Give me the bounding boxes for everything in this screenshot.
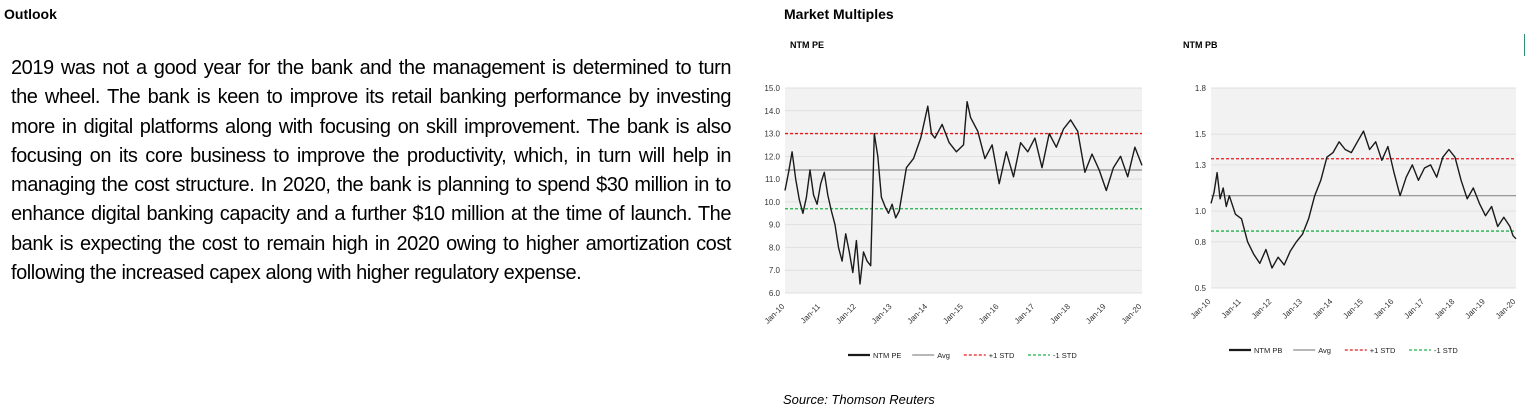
pb-legend-series-label: NTM PB [1254,346,1282,355]
chart-title-ntm-pb: NTM PB [1183,40,1218,50]
pe-x-tick-label: Jan-19 [1084,302,1108,326]
pe-x-tick-label: Jan-16 [977,302,1001,326]
pb-x-tick-label: Jan-16 [1372,297,1396,321]
source-note: Source: Thomson Reuters [783,392,935,407]
pe-y-tick-label: 6.0 [769,289,781,298]
pe-y-tick-label: 8.0 [769,243,781,252]
pe-x-tick-label: Jan-11 [799,302,823,326]
pb-x-tick-label: Jan-19 [1463,297,1487,321]
market-multiples-heading: Market Multiples [784,6,894,22]
outlook-paragraph: 2019 was not a good year for the bank an… [11,57,731,285]
pb-plot-area [1211,88,1516,288]
pe-x-tick-label: Jan-20 [1120,302,1144,326]
pe-legend-plus-std-label: +1 STD [989,351,1015,360]
pb-x-tick-label: Jan-17 [1402,297,1426,321]
pe-y-tick-label: 12.0 [764,152,780,161]
pb-y-tick-label: 1.8 [1195,84,1207,93]
pe-plot-area [785,88,1142,293]
divider-line [1524,34,1525,56]
pe-y-tick-label: 9.0 [769,221,781,230]
pb-x-tick-label: Jan-18 [1433,297,1457,321]
pe-y-tick-label: 15.0 [764,84,780,93]
pe-y-tick-label: 13.0 [764,130,780,139]
pe-y-tick-label: 10.0 [764,198,780,207]
pe-x-tick-label: Jan-18 [1048,302,1072,326]
pb-legend-plus-std-label: +1 STD [1370,346,1396,355]
pb-x-tick-label: Jan-15 [1341,297,1365,321]
pe-legend-series-label: NTM PE [873,351,901,360]
pb-x-tick-label: Jan-13 [1280,297,1304,321]
pe-x-tick-label: Jan-10 [763,302,787,326]
pe-legend-minus-std-label: -1 STD [1053,351,1077,360]
pb-y-tick-label: 1.3 [1195,161,1207,170]
pb-x-tick-label: Jan-11 [1220,297,1244,321]
pb-x-tick-label: Jan-20 [1494,297,1518,321]
pb-series-line [1210,130,1517,269]
pb-x-tick-label: Jan-12 [1250,297,1274,321]
pe-x-tick-label: Jan-15 [941,302,965,326]
pe-y-tick-label: 11.0 [765,175,781,184]
pe-legend-avg-label: Avg [937,351,950,360]
chart-ntm-pe: 6.0 7.0 8.0 9.0 10.0 11.0 12.0 13.0 14.0 15.0 Jan-… [763,84,1144,360]
pb-x-tick-label: Jan-14 [1311,297,1335,321]
outlook-heading: Outlook [4,6,57,22]
pe-x-tick-label: Jan-17 [1013,302,1037,326]
chart-title-ntm-pe: NTM PE [790,40,825,50]
pb-x-tick-label: Jan-10 [1189,297,1213,321]
pb-y-tick-label: 1.5 [1195,130,1207,139]
pe-series-line [784,101,1143,285]
pb-legend-avg-label: Avg [1318,346,1331,355]
pe-y-tick-label: 7.0 [769,266,781,275]
pe-x-tick-label: Jan-14 [906,302,930,326]
pe-x-tick-label: Jan-12 [834,302,858,326]
pb-legend-minus-std-label: -1 STD [1434,346,1458,355]
pb-y-tick-label: 0.5 [1195,284,1207,293]
pe-y-tick-label: 14.0 [764,107,780,116]
pb-y-tick-label: 0.8 [1195,238,1207,247]
pe-x-tick-label: Jan-13 [870,302,894,326]
pb-y-tick-label: 1.0 [1195,207,1207,216]
